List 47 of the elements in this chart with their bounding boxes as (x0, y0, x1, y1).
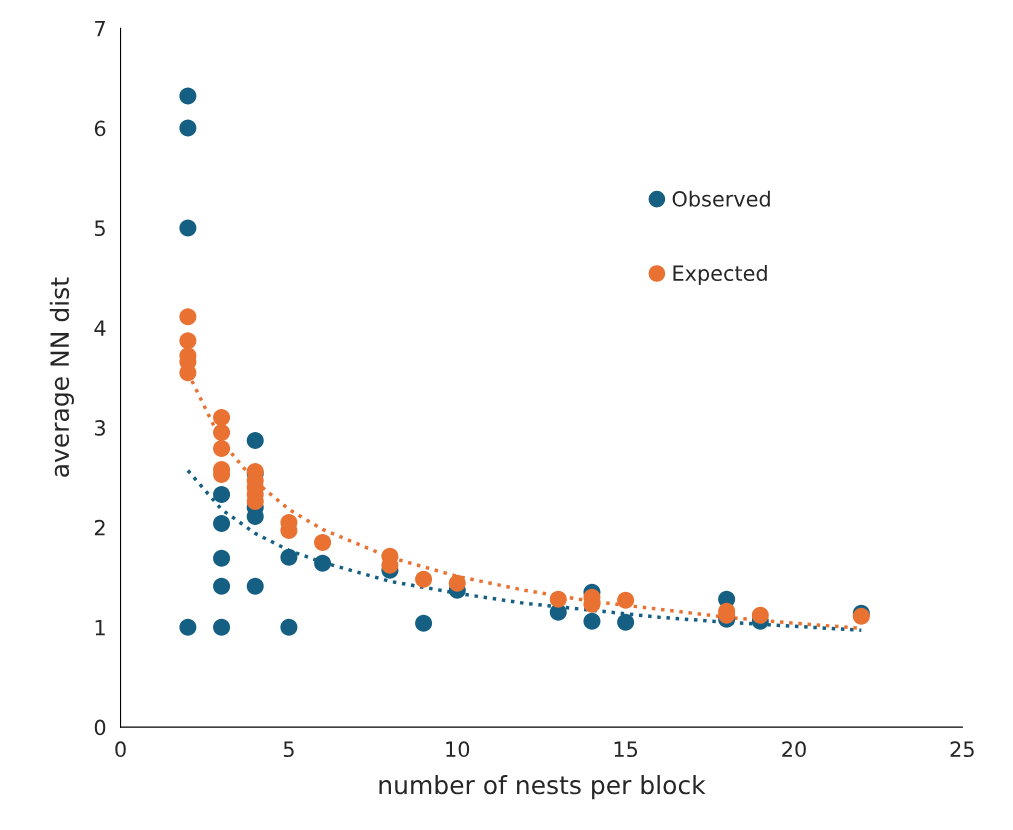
point (314, 554, 332, 572)
y-tick-label: 7 (95, 20, 105, 37)
x-tick-label: 0 (115, 741, 126, 758)
y-tick-label: 6 (94, 120, 106, 137)
x-tick-label: 20 (782, 741, 806, 758)
line-series (186, 468, 864, 632)
point (549, 590, 567, 608)
point (415, 614, 433, 632)
x-axis-title: number of nests per block (379, 775, 706, 800)
point (314, 533, 332, 551)
legend-label: Expected (673, 264, 767, 286)
x-tick-label: 10 (446, 741, 470, 758)
y-tick-label: 5 (95, 220, 105, 237)
point (448, 574, 466, 592)
point (213, 514, 231, 532)
y-tick-label: 1 (95, 619, 105, 636)
point (179, 119, 197, 137)
x-tick-label: 5 (283, 741, 294, 758)
x-tick-label: 25 (950, 741, 974, 758)
point (415, 570, 433, 588)
point (213, 549, 231, 567)
point (246, 577, 264, 595)
point (583, 612, 601, 630)
point (213, 409, 231, 427)
point (213, 485, 231, 503)
point (213, 440, 231, 458)
point (617, 613, 635, 631)
point (213, 618, 231, 636)
point (280, 548, 298, 566)
y-tick-label: 0 (94, 719, 106, 736)
y-axis-title: average NN dist (49, 277, 74, 477)
point (179, 308, 197, 326)
y-tick-label: 4 (94, 320, 106, 336)
legend-label: Observed (672, 190, 770, 207)
y-tick-label: 3 (94, 420, 105, 436)
point (617, 591, 635, 609)
point (179, 87, 197, 105)
point (213, 577, 231, 595)
x-tick-label: 15 (614, 741, 638, 758)
point (179, 219, 197, 237)
point (280, 618, 298, 636)
point (179, 618, 197, 636)
point (213, 424, 231, 442)
y-tick-label: 2 (94, 519, 105, 536)
point (179, 332, 197, 350)
point (751, 606, 769, 624)
point (246, 432, 264, 450)
